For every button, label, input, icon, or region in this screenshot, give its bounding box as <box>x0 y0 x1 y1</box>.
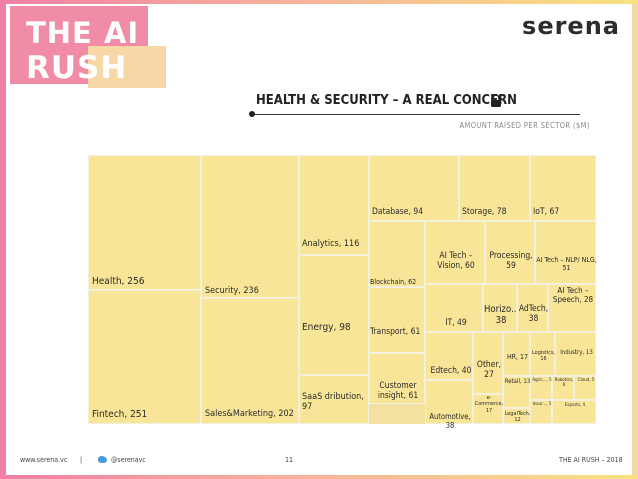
treemap-tile: Health, 256 <box>88 155 201 290</box>
treemap-tile: Agric..., 5 <box>530 376 552 400</box>
treemap-tile-label: Esports, 4 <box>564 403 586 408</box>
treemap-tile-label: Analytics, 116 <box>302 239 360 249</box>
treemap-tile: HR, 17 <box>503 332 530 376</box>
footer: www.serena.vc | @serenavc 11 THE AI RUSH… <box>0 456 638 472</box>
treemap-tile-label: Insur..., 5 <box>532 402 552 407</box>
footer-twitter-handle: @serenavc <box>111 456 146 464</box>
title-row: HEALTH & SECURITY – A REAL CONCERN <box>249 92 580 117</box>
treemap-tile: Esports, 4 <box>552 400 596 424</box>
treemap-tile: SaaS dribution, 97 <box>299 375 369 424</box>
treemap-tile-label: Security, 236 <box>205 286 259 296</box>
treemap-tile-label: Automotive, 38 <box>429 412 471 430</box>
treemap-tile-label: Energy, 98 <box>302 322 351 333</box>
treemap-tile: Blockchain, 62 <box>369 221 425 287</box>
title-underline <box>252 114 580 115</box>
serena-brand-logo: serena <box>522 12 620 40</box>
treemap-tile: Customer insight, 61 <box>369 353 425 404</box>
treemap-tile-label: SaaS dribution, 97 <box>302 392 364 413</box>
footer-separator: | <box>80 456 83 464</box>
lock-icon <box>491 94 501 107</box>
treemap-tile-label: IT, 49 <box>445 318 467 328</box>
treemap-tile-label: Processing, 59 <box>489 251 533 271</box>
treemap-tile: Transport, 61 <box>369 287 425 353</box>
treemap-tile-label: Edtech, 40 <box>430 366 472 376</box>
treemap-tile: Robotics, 6 <box>552 376 574 400</box>
treemap-tile: Insur..., 5 <box>530 400 552 424</box>
treemap-tile-label: Customer insight, 61 <box>377 381 419 401</box>
treemap-tile: AI Tech – Speech, 28 <box>548 284 596 332</box>
treemap-tile: Sales&Marketing, 202 <box>201 298 299 424</box>
logo-accent-block <box>88 46 166 88</box>
treemap-tile-label: Transport, 61 <box>370 327 421 337</box>
treemap-tile-label: Retail, 13 <box>504 378 531 385</box>
treemap-tile-label: Fintech, 251 <box>92 409 148 420</box>
treemap-chart: Health, 256 Fintech, 251 Security, 236 Sale… <box>88 155 597 430</box>
footer-right-text: THE AI RUSH – 2018 <box>559 456 623 464</box>
twitter-icon <box>98 456 107 463</box>
treemap-tile-label: Cloud, 5 <box>577 378 595 383</box>
treemap-tile: Edtech, 40 <box>425 332 473 380</box>
treemap-tile-label: Robotics, 6 <box>554 378 574 389</box>
title-bullet-dot <box>249 111 255 117</box>
logo-line1: THE AI <box>26 16 140 50</box>
bottom-gradient-bar <box>0 475 638 479</box>
treemap-tile-label: Health, 256 <box>92 276 145 287</box>
treemap-tile: LegalTech, 12 <box>503 408 530 424</box>
logo-line2: RUSH <box>26 50 128 86</box>
treemap-tile-label: Sales&Marketing, 202 <box>205 409 294 419</box>
treemap-tile-label: AdTech, 38 <box>518 304 549 324</box>
treemap-tile: Other, 27 <box>473 332 503 394</box>
treemap-tile: Analytics, 116 <box>299 155 369 255</box>
treemap-tile: Industry, 13 <box>555 332 596 376</box>
treemap-tile-label: Industry, 13 <box>560 349 593 356</box>
chart-subtitle: AMOUNT RAISED PER SECTOR ($M) <box>459 121 590 130</box>
treemap-tile: Fintech, 251 <box>88 290 201 424</box>
treemap-tile: Retail, 13 <box>503 376 530 408</box>
treemap-tile: Security, 236 <box>201 155 299 298</box>
treemap-tile-label: Horizo... 38 <box>484 304 520 326</box>
treemap-tile: AI Tech – Vision, 60 <box>425 221 485 284</box>
treemap-tile-label: HR, 17 <box>506 353 529 361</box>
treemap-tile: AI Tech – NLP/ NLG, 51 <box>535 221 597 284</box>
treemap-tile-label: Other, 27 <box>476 360 502 380</box>
treemap-tile-label: Agric..., 5 <box>532 378 552 383</box>
treemap-tile: AdTech, 38 <box>517 284 548 332</box>
treemap-tile: Cloud, 5 <box>574 376 596 400</box>
treemap-tile: e-Commerce, 17 <box>473 394 503 424</box>
treemap-tile: IoT, 67 <box>530 155 596 221</box>
treemap-tile-label: AI Tech – Speech, 28 <box>552 286 594 305</box>
top-gradient-bar <box>0 0 638 4</box>
treemap-tile: Processing, 59 <box>485 221 535 284</box>
slide-title: HEALTH & SECURITY – A REAL CONCERN <box>256 93 517 108</box>
treemap-tile-label: AI Tech – Vision, 60 <box>437 251 475 271</box>
treemap-tile: Logistics, 16 <box>530 332 555 376</box>
treemap-tile: Automotive, 38 <box>425 380 473 430</box>
footer-twitter[interactable]: @serenavc <box>98 456 146 464</box>
treemap-tile-label: Logistics, 16 <box>532 350 555 363</box>
the-ai-rush-logo: THE AI RUSH <box>10 6 166 88</box>
treemap-tile-label: IoT, 67 <box>533 207 560 217</box>
treemap-tile-label: LegalTech, 12 <box>504 411 531 424</box>
treemap-tile: IT, 49 <box>425 284 483 332</box>
treemap-tile-label: e-Commerce, 17 <box>474 395 504 414</box>
footer-website[interactable]: www.serena.vc <box>20 456 68 464</box>
treemap-tile-label: AI Tech – NLP/ NLG, 51 <box>536 256 597 273</box>
treemap-tile: Horizo... 38 <box>483 284 520 332</box>
treemap-tile-label: Blockchain, 62 <box>370 278 417 286</box>
footer-page-number: 11 <box>285 456 294 464</box>
treemap-tile-label: Storage, 78 <box>462 207 507 217</box>
treemap-tile-label: Database, 94 <box>372 207 424 217</box>
treemap-tile: Energy, 98 <box>299 255 369 375</box>
treemap-tile: Database, 94 <box>369 155 459 221</box>
treemap-tile: Storage, 78 <box>459 155 530 221</box>
